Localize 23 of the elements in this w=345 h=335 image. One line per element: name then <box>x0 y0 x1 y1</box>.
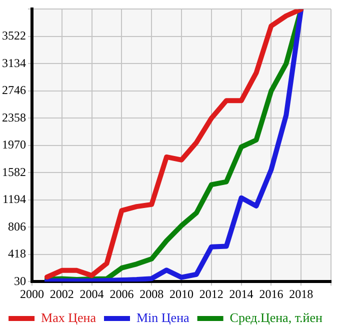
y-tick-label: 2358 <box>2 110 26 124</box>
legend-label: Min Цена <box>136 310 190 325</box>
y-tick-label: 418 <box>8 246 26 261</box>
x-tick-label: 2004 <box>80 286 104 301</box>
y-tick-label: 1582 <box>2 164 26 179</box>
legend-label: Сред.Цена, т.йен <box>230 310 323 325</box>
y-tick-label: 3134 <box>2 56 26 70</box>
x-tick-label: 2000 <box>20 286 44 301</box>
y-tick-label: 806 <box>8 219 26 234</box>
legend-label: Max Цена <box>41 310 96 325</box>
y-tick-label: 30 <box>14 274 26 288</box>
y-tick-label: 3522 <box>2 28 26 43</box>
y-tick-label: 1194 <box>2 192 26 206</box>
x-tick-label: 2002 <box>50 286 74 301</box>
x-tick-label: 2014 <box>229 286 254 301</box>
x-tick-label: 2008 <box>140 286 164 301</box>
x-tick-label: 2016 <box>259 286 284 301</box>
x-tick-label: 2012 <box>199 286 224 301</box>
y-tick-label: 2746 <box>2 83 26 98</box>
x-tick-label: 2018 <box>289 286 314 301</box>
x-tick-label: 2010 <box>170 286 194 301</box>
y-tick-label: 1970 <box>2 138 26 152</box>
x-tick-label: 2006 <box>110 286 134 301</box>
